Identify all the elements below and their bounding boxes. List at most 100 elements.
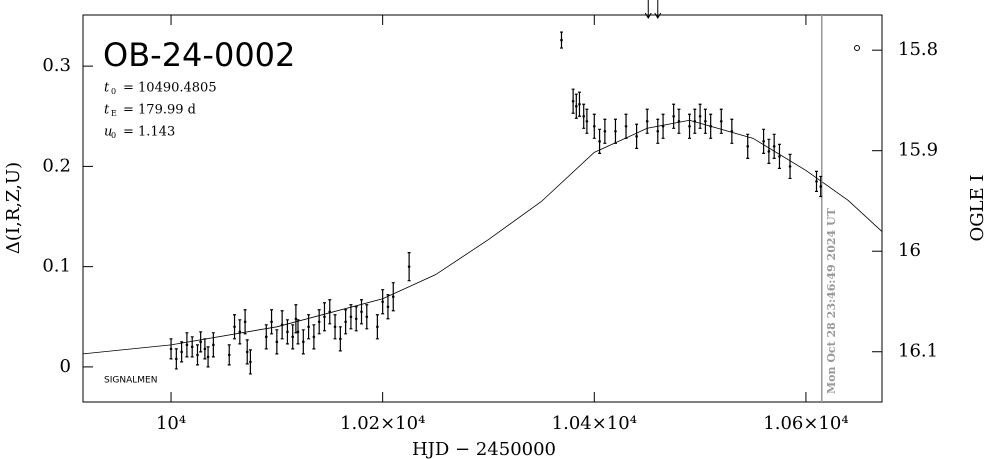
data-point	[693, 108, 697, 134]
data-point	[788, 153, 792, 180]
data-point	[762, 128, 766, 154]
data-point	[248, 349, 252, 375]
point	[349, 315, 353, 319]
data-point	[777, 143, 781, 169]
data-point	[391, 282, 395, 312]
point	[560, 38, 563, 42]
data-point	[746, 133, 750, 159]
point	[169, 347, 173, 351]
data-point	[190, 336, 194, 358]
data-point	[709, 113, 713, 139]
data-point	[206, 346, 210, 368]
point	[344, 320, 347, 324]
y-axis-label: Δ(I,R,Z,U)	[3, 162, 24, 254]
chart-title: OB-24-0002	[103, 36, 295, 74]
param-sub: 0	[111, 131, 116, 140]
data-point	[645, 108, 649, 134]
data-point	[280, 310, 284, 340]
data-point	[703, 108, 707, 134]
point	[645, 119, 649, 123]
point	[578, 102, 581, 106]
point	[275, 340, 279, 344]
data-point	[354, 306, 358, 332]
point	[635, 135, 638, 138]
data-point	[301, 329, 305, 355]
data-point	[294, 304, 298, 334]
data-point	[322, 302, 326, 332]
point	[677, 119, 681, 123]
param-value: = 1.143	[123, 125, 175, 140]
point	[190, 345, 194, 349]
point	[180, 350, 183, 354]
point	[243, 320, 247, 324]
data-point	[767, 138, 771, 164]
data-point	[169, 338, 173, 360]
point	[291, 335, 295, 339]
point	[312, 335, 316, 339]
data-point	[344, 309, 348, 335]
point	[339, 337, 342, 341]
point	[624, 124, 628, 128]
point	[381, 300, 384, 304]
point	[376, 325, 379, 329]
y2-tick-label: 16	[898, 240, 921, 261]
point	[614, 130, 617, 133]
point	[212, 343, 215, 347]
marker-symbol	[854, 45, 860, 51]
data-point	[349, 304, 353, 330]
data-point	[407, 252, 411, 282]
data-point	[730, 118, 734, 144]
data-point	[585, 108, 589, 134]
data-point	[381, 289, 385, 315]
plot-frame	[82, 14, 883, 403]
point	[185, 343, 189, 347]
point	[730, 130, 734, 133]
point	[199, 340, 202, 344]
data-point	[333, 314, 337, 340]
data-point	[275, 329, 279, 355]
arrow	[654, 0, 662, 19]
point	[391, 295, 395, 299]
point	[206, 355, 210, 359]
point	[698, 114, 702, 118]
data-point	[624, 113, 628, 139]
point	[333, 325, 337, 329]
data-point	[185, 332, 189, 358]
param-value: = 10490.4805	[123, 81, 217, 96]
point	[582, 114, 586, 118]
data-point	[677, 108, 681, 134]
point	[772, 145, 776, 148]
model-curve	[82, 119, 883, 355]
data-point	[285, 319, 289, 345]
data-point	[656, 118, 660, 144]
y2-tick-label: 16.1	[898, 341, 938, 362]
point	[196, 353, 199, 357]
data-point	[698, 103, 702, 129]
point	[571, 99, 575, 103]
data-point	[328, 299, 332, 325]
point	[245, 350, 249, 354]
point	[788, 165, 792, 168]
point	[407, 265, 411, 268]
x-tick-label: 1.06×10⁴	[763, 413, 848, 434]
data-point	[582, 103, 586, 129]
point	[360, 310, 363, 314]
point	[819, 185, 823, 188]
y-tick-label: 0	[60, 356, 71, 377]
y2-tick-label: 15.8	[898, 39, 938, 60]
point	[762, 140, 765, 143]
data-point	[672, 103, 676, 129]
point	[233, 325, 236, 329]
data-point	[211, 332, 215, 358]
data-point	[688, 113, 692, 139]
point	[354, 317, 358, 321]
point	[280, 323, 284, 327]
point	[704, 119, 707, 123]
point	[249, 360, 252, 364]
param-value: = 179.99 d	[123, 103, 196, 118]
point	[598, 140, 601, 143]
point	[767, 150, 771, 153]
x-axis-label: HJD − 2450000	[412, 439, 556, 459]
data-point	[317, 309, 321, 335]
